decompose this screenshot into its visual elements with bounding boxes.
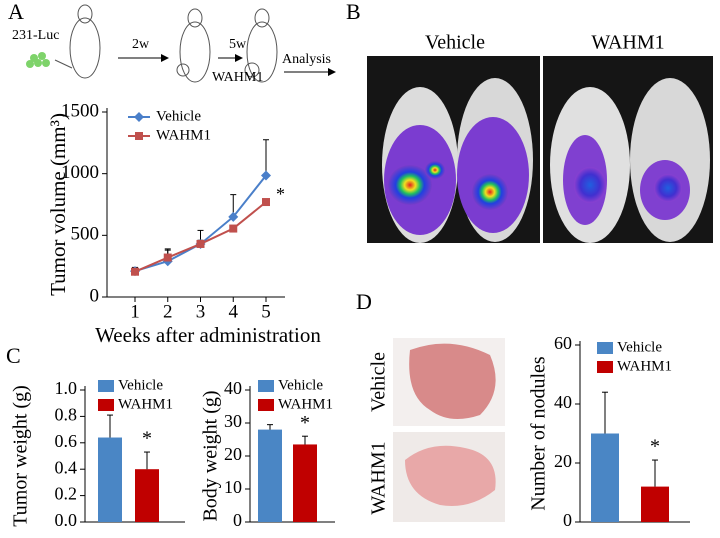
legend-swatch	[597, 361, 613, 373]
marker	[262, 198, 270, 207]
legend-swatch	[98, 380, 114, 392]
annotation: *	[650, 436, 660, 458]
bar	[258, 429, 282, 522]
y-tick-label: 0.0	[55, 510, 78, 530]
schematic-text: Analysis	[282, 52, 331, 67]
bar	[641, 486, 669, 522]
y-tick-label: 1.0	[55, 378, 78, 398]
schematic-text: 5w	[229, 37, 247, 52]
marker	[131, 267, 139, 276]
marker	[228, 211, 239, 222]
marker	[134, 112, 144, 122]
annotation: *	[300, 412, 310, 434]
panel-label: C	[6, 343, 21, 368]
y-tick-label: 0	[233, 510, 242, 530]
legend-label: Vehicle	[156, 108, 201, 124]
legend-swatch	[258, 399, 274, 411]
cell-cluster	[26, 52, 50, 68]
group-header: WAHM1	[591, 32, 664, 54]
y-tick-label: 0	[563, 510, 572, 530]
panel-label: B	[346, 0, 361, 24]
legend-label: WAHM1	[278, 396, 333, 412]
y-tick-label: 20	[224, 444, 242, 464]
x-tick-label: 4	[229, 301, 239, 322]
annotation: *	[142, 428, 152, 450]
y-tick-label: 10	[224, 477, 242, 497]
x-tick-label: 3	[196, 301, 206, 322]
bar	[293, 444, 317, 522]
legend-swatch	[258, 380, 274, 392]
bar	[135, 469, 159, 522]
y-tick-label: 30	[224, 411, 242, 431]
marker	[261, 170, 271, 181]
annotation: *	[276, 184, 285, 204]
schematic-text: 231-Luc	[12, 28, 59, 43]
y-axis-label: Tumor volume (mm³)	[46, 113, 70, 296]
bar	[591, 433, 619, 522]
y-tick-label: 0.6	[55, 431, 78, 451]
x-tick-label: 1	[130, 301, 140, 322]
panel-label: D	[356, 289, 372, 314]
legend-label: Vehicle	[617, 339, 662, 355]
legend-label: WAHM1	[617, 358, 672, 374]
x-axis-label: Weeks after administration	[95, 323, 321, 347]
legend-label: Vehicle	[278, 377, 323, 393]
x-tick-label: 2	[163, 301, 173, 322]
marker	[229, 224, 238, 233]
bar	[98, 437, 122, 522]
y-tick-label: 40	[554, 392, 572, 412]
y-axis-label: Body weight (g)	[200, 390, 222, 521]
y-tick-label: 0.8	[55, 405, 78, 425]
y-tick-label: 60	[554, 333, 572, 353]
group-header: Vehicle	[425, 32, 485, 54]
y-tick-label: 1500	[61, 100, 99, 121]
marker	[163, 253, 172, 262]
legend-label: WAHM1	[118, 396, 173, 412]
x-tick-label: 5	[261, 301, 271, 322]
legend-label: WAHM1	[156, 127, 211, 143]
legend-label: Vehicle	[118, 377, 163, 393]
schematic-text: 2w	[132, 37, 150, 52]
y-tick-label: 0.2	[55, 484, 78, 504]
schematic-text: WAHM1	[212, 70, 263, 85]
line	[134, 174, 267, 273]
y-tick-label: 0	[90, 285, 100, 306]
marker	[196, 239, 205, 248]
y-axis-label: Tumor weight (g)	[10, 385, 32, 526]
panel-label: A	[8, 0, 24, 24]
legend-swatch	[98, 399, 114, 411]
lung-photo	[393, 338, 505, 522]
y-tick-label: 20	[554, 451, 572, 471]
y-tick-label: 1000	[61, 162, 99, 183]
y-tick-label: 40	[224, 378, 242, 398]
schematic	[54, 4, 336, 83]
y-axis-label: Number of nodules	[528, 356, 550, 511]
group-label: WAHM1	[368, 441, 390, 514]
imaging-photo	[367, 56, 713, 243]
y-tick-label: 500	[71, 224, 100, 245]
legend-swatch	[597, 342, 613, 354]
marker	[135, 132, 143, 140]
group-label: Vehicle	[368, 352, 390, 412]
y-tick-label: 0.4	[55, 457, 78, 477]
